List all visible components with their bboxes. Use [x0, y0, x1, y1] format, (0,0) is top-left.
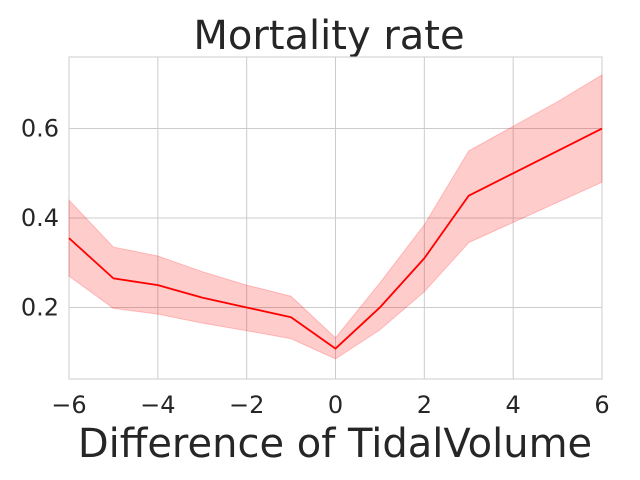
x-tick-label: 4: [506, 391, 521, 419]
x-tick-label: −6: [51, 391, 86, 419]
confidence-band: [68, 74, 603, 360]
series-line: [68, 127, 603, 350]
series-lines: [68, 127, 603, 350]
x-tick-label: −2: [229, 391, 264, 419]
confidence-bands: [68, 74, 603, 360]
chart-title: Mortality rate: [193, 13, 464, 59]
x-tick-label: 6: [594, 391, 609, 419]
y-tick-label: 0.4: [21, 204, 59, 232]
x-tick-labels: −6 −4 −2 0 2 4 6: [51, 391, 609, 419]
plot-frame: [68, 56, 603, 380]
x-tick-label: 0: [328, 391, 343, 419]
x-tick-label: −4: [140, 391, 175, 419]
y-tick-label: 0.2: [21, 293, 59, 321]
x-tick-label: 2: [417, 391, 432, 419]
y-tick-label: 0.6: [21, 115, 59, 143]
x-axis-label: Difference of TidalVolume: [78, 421, 592, 467]
y-tick-labels: 0.2 0.4 0.6: [21, 115, 59, 322]
